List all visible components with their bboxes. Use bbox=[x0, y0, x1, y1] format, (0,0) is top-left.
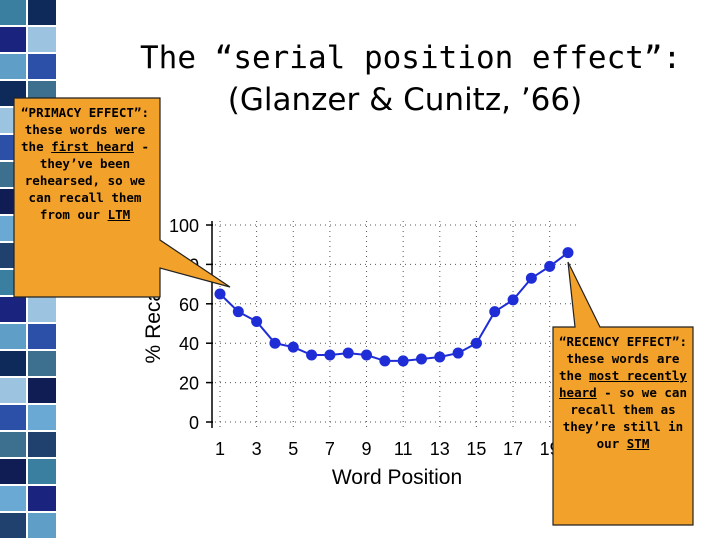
x-tick-label: 11 bbox=[394, 439, 413, 459]
x-tick-label: 17 bbox=[503, 439, 523, 459]
data-point bbox=[269, 337, 281, 349]
data-point bbox=[379, 355, 391, 367]
data-point bbox=[361, 349, 373, 361]
strip-block bbox=[0, 459, 26, 484]
strip-block bbox=[28, 432, 56, 457]
strip-block bbox=[28, 513, 56, 538]
recency-callout-body: these words are the bbox=[559, 351, 680, 383]
strip-block bbox=[0, 405, 26, 430]
data-point bbox=[397, 355, 409, 367]
strip-block bbox=[28, 351, 56, 376]
x-tick-label: 15 bbox=[466, 439, 486, 459]
data-point bbox=[507, 294, 519, 306]
data-point bbox=[525, 272, 537, 284]
primacy-callout-emphasis: first heard bbox=[51, 139, 134, 154]
y-axis-label: % Recall bbox=[142, 281, 165, 364]
strip-block bbox=[0, 324, 26, 349]
strip-block bbox=[28, 459, 56, 484]
primacy-callout-body: these words were the bbox=[21, 122, 146, 154]
recency-callout-title: “RECENCY EFFECT”: bbox=[559, 334, 687, 349]
x-axis-label: Word Position bbox=[332, 466, 462, 489]
y-tick-label: 60 bbox=[179, 295, 199, 315]
strip-block bbox=[0, 0, 26, 25]
x-tick-label: 3 bbox=[252, 439, 262, 459]
data-point bbox=[544, 260, 556, 272]
strip-block bbox=[0, 513, 26, 538]
strip-block bbox=[0, 486, 26, 511]
x-tick-label: 7 bbox=[325, 439, 335, 459]
recency-callout-bubble bbox=[552, 261, 694, 526]
primacy-callout-body-2: - they’ve been rehearsed, so we can reca… bbox=[24, 139, 149, 222]
data-point bbox=[562, 247, 574, 259]
strip-block bbox=[28, 405, 56, 430]
data-point bbox=[452, 347, 464, 359]
strip-block bbox=[0, 432, 26, 457]
strip-block bbox=[28, 324, 56, 349]
data-point bbox=[306, 349, 318, 361]
strip-block bbox=[0, 27, 26, 52]
primacy-callout-text: “PRIMACY EFFECT”: these words were the f… bbox=[18, 104, 152, 223]
recency-callout-text: “RECENCY EFFECT”: these words are the mo… bbox=[556, 333, 690, 452]
slide-subtitle-citation: (Glanzer & Cunitz, ’66) bbox=[227, 82, 583, 118]
data-point bbox=[470, 337, 482, 349]
strip-block bbox=[28, 27, 56, 52]
y-tick-label: 40 bbox=[179, 334, 199, 354]
slide-title: The “serial position effect”: bbox=[140, 40, 682, 76]
strip-block bbox=[28, 378, 56, 403]
x-tick-label: 1 bbox=[215, 439, 225, 459]
y-tick-label: 100 bbox=[169, 216, 199, 236]
data-point bbox=[232, 306, 244, 318]
strip-block bbox=[0, 378, 26, 403]
strip-block bbox=[28, 486, 56, 511]
strip-block bbox=[28, 297, 56, 322]
strip-block bbox=[28, 54, 56, 79]
data-point bbox=[342, 347, 354, 359]
data-point bbox=[415, 353, 427, 365]
y-tick-label: 20 bbox=[179, 374, 199, 394]
data-point bbox=[214, 288, 226, 300]
data-point bbox=[434, 351, 446, 363]
primacy-callout-emphasis-2: LTM bbox=[107, 207, 131, 222]
plot-ticks: 020406080100135791113151719 bbox=[169, 216, 560, 459]
y-tick-label: 0 bbox=[189, 413, 199, 433]
recency-callout-body-2: - so we can recall them as they’re still… bbox=[562, 385, 687, 451]
strip-block bbox=[0, 297, 26, 322]
recency-callout-emphasis: most recently heard bbox=[559, 368, 687, 400]
x-tick-label: 9 bbox=[362, 439, 372, 459]
x-tick-label: 5 bbox=[288, 439, 298, 459]
strip-block bbox=[0, 351, 26, 376]
series-points bbox=[214, 247, 574, 367]
recency-callout-emphasis-2: STM bbox=[626, 436, 650, 451]
x-tick-label: 13 bbox=[430, 439, 450, 459]
data-point bbox=[489, 306, 501, 318]
plot-grid bbox=[210, 221, 576, 428]
data-point bbox=[324, 349, 336, 361]
strip-block bbox=[0, 54, 26, 79]
data-point bbox=[287, 341, 299, 353]
strip-block bbox=[28, 0, 56, 25]
primacy-callout-title: “PRIMACY EFFECT”: bbox=[21, 105, 149, 120]
primacy-callout-bubble bbox=[13, 97, 231, 298]
data-point bbox=[251, 316, 263, 328]
